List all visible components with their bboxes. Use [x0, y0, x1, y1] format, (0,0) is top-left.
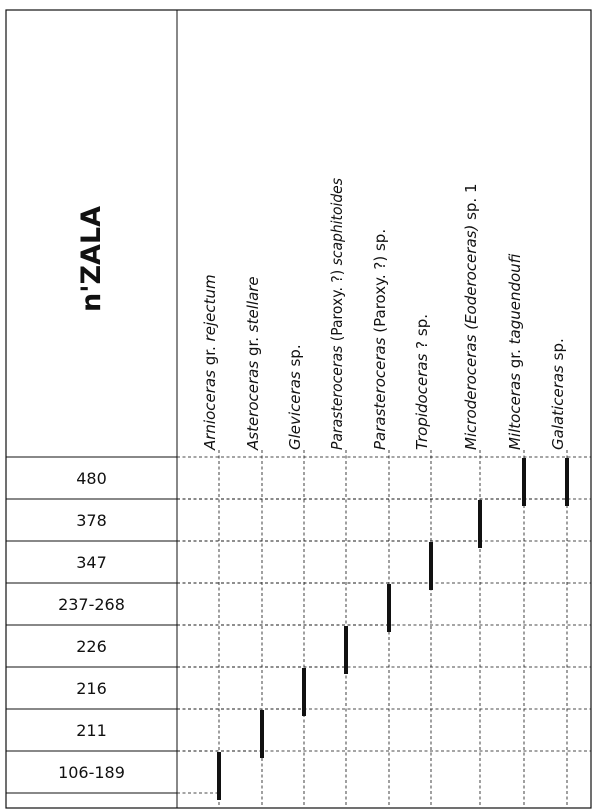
occurrence-bar — [302, 668, 306, 716]
sample-label: 216 — [76, 679, 107, 698]
occurrence-bar — [344, 626, 348, 674]
taxon-label-part: (Paroxy. ?) sp. — [371, 229, 389, 338]
taxon-label-part: scaphitoides — [328, 178, 346, 266]
taxon-label-part: gr. — [201, 341, 219, 370]
taxon-label: Tropidoceras ? sp. — [413, 314, 431, 450]
occurrence-bar — [522, 458, 526, 506]
taxon-label-part: ? sp. — [413, 314, 431, 354]
sample-label: 106-189 — [58, 763, 125, 782]
outer-border — [5, 9, 592, 809]
taxon-label-part: Tropidoceras — [413, 353, 431, 450]
taxon-label-part: stellare — [244, 276, 262, 332]
taxon-label: Asteroceras gr. stellare — [244, 276, 262, 451]
taxon-label-part: Parasteroceras — [371, 337, 389, 450]
occurrence-bar — [478, 500, 482, 548]
taxon-label-part: rejectum — [201, 274, 219, 341]
taxon-label: Parasteroceras (Paroxy. ?) sp. — [371, 229, 389, 450]
taxon-label-part: Parasteroceras — [328, 345, 346, 450]
table-frame — [5, 9, 592, 809]
sample-label: 347 — [76, 553, 107, 572]
occurrence-bar — [387, 584, 391, 632]
sample-label: 480 — [76, 469, 107, 488]
taxon-label: Arnioceras gr. rejectum — [201, 274, 219, 451]
occurrence-bar — [429, 542, 433, 590]
taxon-label-part: Asteroceras — [244, 361, 262, 451]
occurrence-bars — [177, 458, 569, 800]
occurrence-bar — [565, 458, 569, 506]
taxon-label-part: gr. — [506, 344, 524, 373]
taxon-label-part: sp. — [549, 338, 567, 365]
taxon-label-part: gr. — [244, 332, 262, 361]
taxon-label-part: sp. 1 — [462, 183, 480, 224]
taxon-label: Parasteroceras (Paroxy. ?) scaphitoides — [328, 178, 346, 450]
sample-label: 211 — [76, 721, 107, 740]
taxon-label: Miltoceras gr. taguendoufi — [506, 253, 524, 450]
occurrence-bar — [217, 752, 221, 800]
locality-title: n'ZALA — [76, 206, 107, 312]
taxon-labels: Arnioceras gr. rejectum Asteroceras gr. s… — [201, 178, 567, 451]
sample-label: 378 — [76, 511, 107, 530]
sample-label: 226 — [76, 637, 107, 656]
taxon-label-part: Gleviceras — [286, 371, 304, 450]
taxon-label: Galaticeras sp. — [549, 338, 567, 450]
taxon-label: Gleviceras sp. — [286, 344, 304, 450]
occurrence-bar — [260, 710, 264, 758]
taxon-label-part: Microderoceras (Eoderoceras) — [462, 225, 480, 450]
dashed-guides — [177, 450, 591, 808]
taxon-label: Microderoceras (Eoderoceras) sp. 1 — [462, 183, 480, 450]
taxon-label-part: sp. — [286, 344, 304, 371]
sample-labels: 480 378 347 237-268 226 216 211 106-189 — [58, 469, 125, 782]
taxon-label-part: Galaticeras — [549, 365, 567, 450]
taxon-label-part: Arnioceras — [201, 370, 219, 451]
sample-label: 237-268 — [58, 595, 125, 614]
taxon-label-part: taguendoufi — [506, 253, 524, 344]
taxon-label-part: Miltoceras — [506, 373, 524, 450]
taxon-label-part: (Paroxy. ?) — [328, 265, 346, 345]
